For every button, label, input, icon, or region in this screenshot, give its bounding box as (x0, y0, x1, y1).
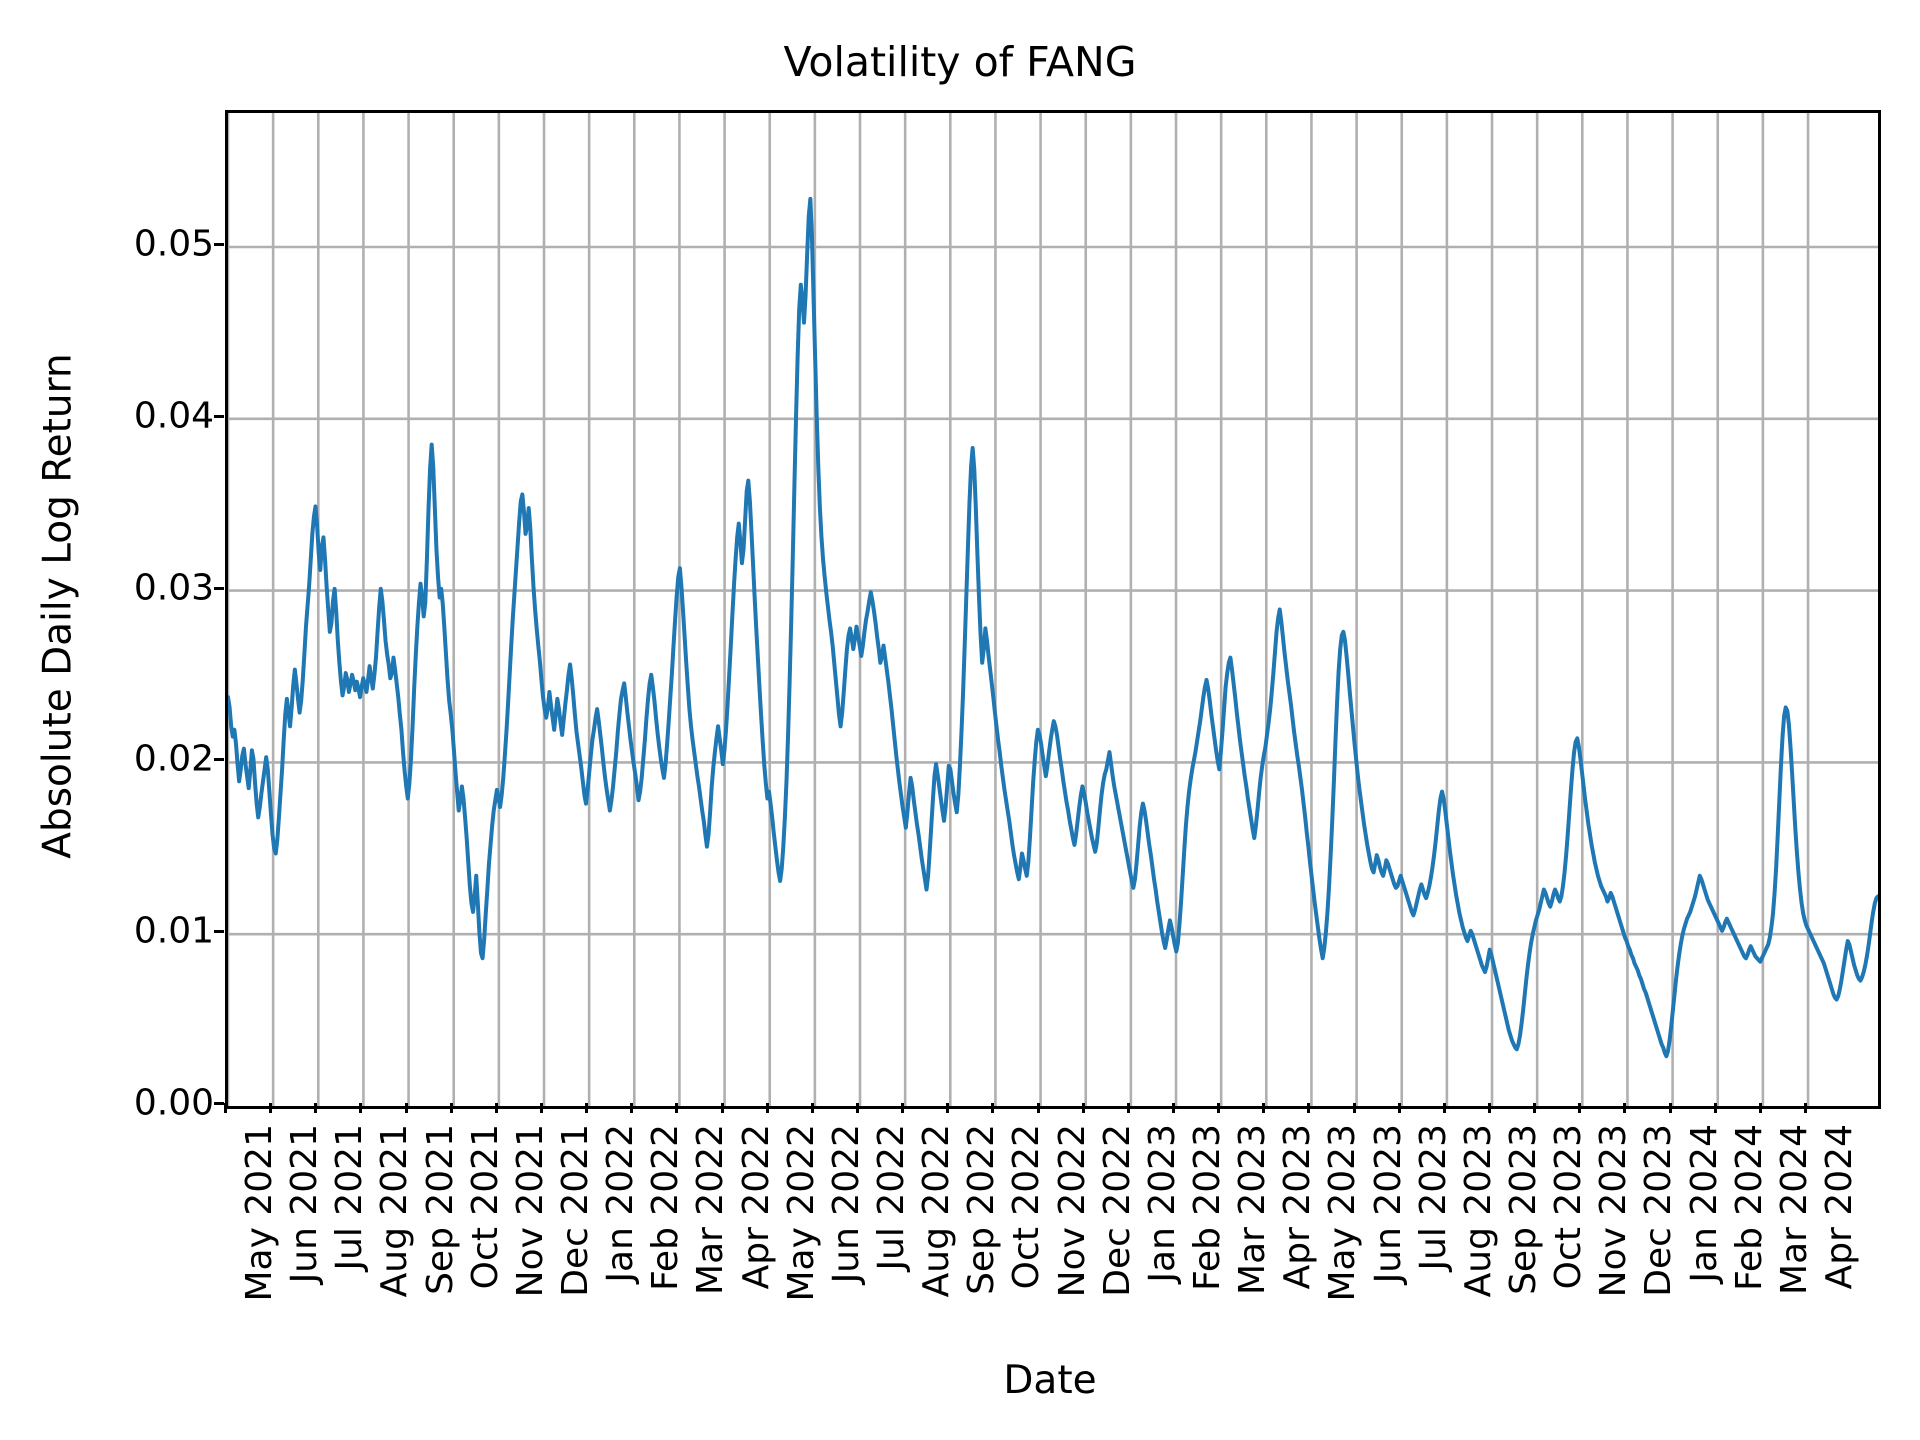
yaxis-title-wrapper: Absolute Daily Log Return (36, 0, 81, 1440)
xtick-label: Dec 2022 (1096, 1124, 1138, 1297)
xtick-label: Mar 2024 (1773, 1124, 1815, 1295)
volatility-line-series (228, 196, 1878, 1059)
xtick-label: Aug 2021 (374, 1124, 416, 1298)
xtick-label: Jul 2021 (329, 1124, 371, 1271)
ytick-label: 0.02 (133, 738, 214, 780)
xtick-mark (946, 1103, 950, 1113)
xtick-label: Mar 2022 (690, 1124, 732, 1295)
gridlines (228, 113, 1878, 1106)
plot-area (225, 110, 1881, 1109)
xtick-label: Dec 2021 (555, 1124, 596, 1297)
xtick-mark (1172, 1103, 1176, 1113)
xtick-label: Apr 2022 (735, 1124, 777, 1290)
xtick-label: Sep 2023 (1503, 1124, 1545, 1295)
plot-canvas (228, 113, 1878, 1106)
xtick-label: May 2021 (239, 1124, 280, 1302)
page-title: Volatility of FANG (783, 38, 1137, 86)
ytick-mark (214, 243, 224, 246)
xtick-label: Aug 2023 (1457, 1124, 1499, 1298)
xtick-mark (1442, 1103, 1446, 1113)
xtick-mark (991, 1103, 995, 1113)
ytick-mark (214, 414, 224, 418)
xtick-mark (1804, 1103, 1808, 1113)
xtick-mark (1578, 1103, 1582, 1113)
xtick-mark (1533, 1103, 1537, 1113)
xtick-mark (314, 1103, 318, 1113)
xtick-mark (1758, 1103, 1762, 1113)
xtick-label: Oct 2022 (1006, 1124, 1048, 1290)
xtick-mark (810, 1103, 814, 1113)
xtick-mark (1488, 1103, 1492, 1113)
xtick-mark (224, 1103, 227, 1113)
xtick-mark (1713, 1103, 1717, 1113)
xtick-label: Apr 2024 (1819, 1124, 1861, 1290)
xtick-mark (1668, 1103, 1672, 1113)
xtick-mark (901, 1103, 905, 1113)
xtick-mark (1036, 1103, 1040, 1113)
ytick-mark (214, 930, 224, 934)
xtick-label: Jul 2023 (1412, 1124, 1454, 1271)
xtick-mark (1262, 1103, 1266, 1113)
xtick-label: Feb 2024 (1728, 1124, 1770, 1291)
ytick-label: 0.01 (133, 910, 214, 952)
xtick-mark (269, 1103, 273, 1113)
xtick-label: Sep 2021 (419, 1124, 461, 1295)
xtick-label: Feb 2022 (645, 1124, 687, 1291)
xtick-mark (1397, 1103, 1401, 1113)
xtick-mark (630, 1103, 634, 1113)
ytick-label: 0.05 (133, 223, 214, 265)
xtick-mark (1217, 1103, 1221, 1113)
xtick-label: Nov 2023 (1593, 1124, 1635, 1298)
ytick-mark (214, 1102, 224, 1105)
xtick-label: Oct 2023 (1548, 1124, 1590, 1290)
xtick-label: Jan 2023 (1141, 1124, 1183, 1283)
xtick-mark (856, 1103, 859, 1113)
xtick-label: Dec 2023 (1638, 1124, 1680, 1297)
xtick-label: Feb 2023 (1187, 1124, 1229, 1291)
xtick-mark (1307, 1103, 1311, 1113)
xtick-mark (585, 1103, 589, 1113)
xaxis-title: Date (1003, 1358, 1097, 1403)
xtick-label: Nov 2022 (1051, 1124, 1093, 1298)
xtick-mark (494, 1103, 498, 1113)
xtick-label: Mar 2023 (1232, 1124, 1274, 1295)
ytick-label: 0.03 (133, 567, 214, 609)
xtick-mark (449, 1103, 453, 1113)
ytick-mark (214, 586, 224, 590)
xtick-mark (1623, 1103, 1627, 1113)
ytick-label: 0.04 (133, 395, 214, 437)
ytick-mark (214, 758, 224, 762)
xtick-label: Oct 2021 (464, 1124, 506, 1290)
xtick-mark (720, 1103, 724, 1113)
xtick-label: Jan 2024 (1683, 1124, 1725, 1283)
xtick-mark (1126, 1103, 1130, 1113)
xtick-label: Aug 2022 (916, 1124, 958, 1298)
xtick-mark (675, 1103, 679, 1113)
xtick-label: Jun 2022 (825, 1124, 867, 1284)
xtick-mark (359, 1103, 363, 1113)
xtick-label: May 2022 (780, 1124, 822, 1302)
xtick-label: Jan 2022 (600, 1124, 642, 1283)
xtick-mark (540, 1103, 543, 1113)
xtick-mark (1081, 1103, 1085, 1113)
xtick-label: Nov 2021 (509, 1124, 551, 1298)
xtick-label: Jul 2022 (871, 1124, 912, 1271)
xtick-label: Jun 2023 (1367, 1124, 1409, 1284)
xtick-mark (1352, 1103, 1356, 1113)
xtick-label: Sep 2022 (961, 1124, 1003, 1295)
xtick-mark (765, 1103, 769, 1113)
xtick-label: Jun 2021 (284, 1124, 326, 1284)
xtick-label: May 2023 (1322, 1124, 1364, 1302)
xtick-mark (404, 1103, 408, 1113)
ytick-label: 0.00 (133, 1082, 214, 1124)
xtick-label: Apr 2023 (1277, 1124, 1319, 1290)
yaxis-title: Absolute Daily Log Return (35, 353, 81, 859)
